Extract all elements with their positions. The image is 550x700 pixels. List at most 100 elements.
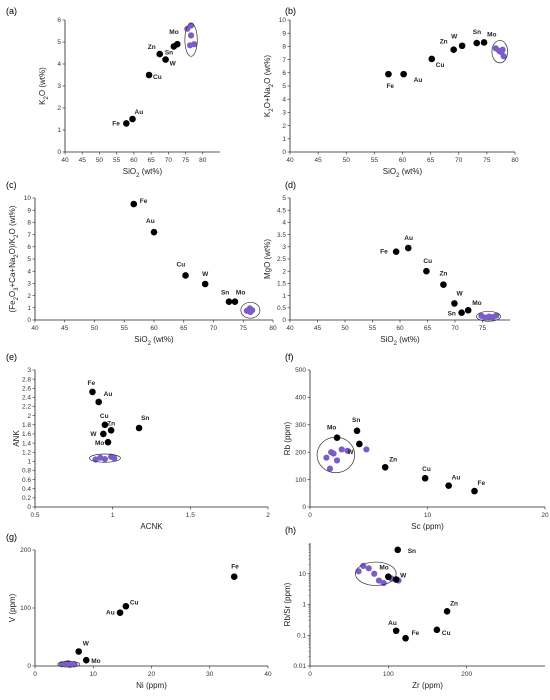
point-label-mo: Mo <box>472 300 481 307</box>
y-tick-label: 0.1 <box>297 632 306 639</box>
data-point-mo <box>480 39 488 46</box>
y-tick-label: 2 <box>27 293 31 300</box>
y-tick-label: 0 <box>27 663 31 670</box>
cluster-point <box>65 660 72 667</box>
cluster-ellipse <box>355 561 397 586</box>
x-tick-label: 100 <box>383 671 394 678</box>
point-label-mo: Mo <box>91 658 100 665</box>
x-tick-label: 60 <box>150 325 158 332</box>
cluster-ellipse <box>89 453 121 463</box>
data-point-cu <box>145 71 153 79</box>
point-label-fe: Fe <box>412 630 420 637</box>
x-tick-label: 40 <box>286 325 294 332</box>
data-point-w <box>356 440 363 448</box>
point-label-fe: Fe <box>231 564 239 571</box>
cluster-point <box>187 32 195 39</box>
y-tick-label: 9 <box>27 207 31 214</box>
x-tick-label: 50 <box>343 157 351 164</box>
x-tick-label: 60 <box>396 325 404 332</box>
x-tick-label: 2 <box>266 512 270 519</box>
cluster-point <box>355 568 362 575</box>
y-tick-label: 10 <box>299 571 307 578</box>
y-tick-label: 1.5 <box>277 281 286 288</box>
point-label-mo: Mo <box>236 290 245 297</box>
point-label-sn: Sn <box>165 49 173 56</box>
y-tick-label: 10 <box>24 195 32 202</box>
y-tick-label: 100 <box>20 605 31 612</box>
data-point-sn <box>353 427 361 435</box>
point-label-mo: Mo <box>379 565 388 572</box>
data-point-sn <box>394 546 402 554</box>
y-tick-label: 0.6 <box>22 477 31 484</box>
point-label-au: Au <box>414 77 423 84</box>
point-label-cu: Cu <box>436 62 445 69</box>
x-tick-label: 45 <box>315 157 323 164</box>
y-tick-label: 0.2 <box>22 495 31 502</box>
data-point-au <box>445 482 452 489</box>
data-point-fe <box>123 120 130 127</box>
data-point-sn <box>458 309 465 316</box>
y-tick-label: 6 <box>57 17 61 24</box>
point-label-au: Au <box>135 109 144 116</box>
point-label-cu: Cu <box>442 630 451 637</box>
point-label-w: W <box>90 431 97 438</box>
x-tick-label: 65 <box>180 325 188 332</box>
cluster-point <box>375 577 383 584</box>
y-tick-label: 3 <box>27 367 31 374</box>
y-tick-label: 0.01 <box>293 663 306 670</box>
x-tick-label: 10 <box>424 512 432 519</box>
panel-label: (c) <box>6 180 17 190</box>
panel-label: (a) <box>6 6 17 16</box>
data-point-fe <box>385 70 392 78</box>
point-label-w: W <box>456 290 463 297</box>
point-label-fe: Fe <box>386 83 394 90</box>
y-tick-label: 1 <box>302 602 306 609</box>
data-point-w <box>458 42 466 50</box>
y-tick-label: 2 <box>282 268 286 275</box>
y-tick-label: 7 <box>282 57 286 64</box>
x-tick-label: 70 <box>210 325 218 332</box>
point-label-w: W <box>400 573 407 580</box>
y-tick-label: 5 <box>27 256 31 263</box>
y-tick-label: 0 <box>282 317 286 324</box>
data-point-mo <box>385 573 392 581</box>
x-axis-title: ACNK <box>140 522 163 531</box>
cluster-point <box>323 454 330 461</box>
y-tick-label: 1.8 <box>22 422 31 429</box>
data-point-w <box>100 430 107 438</box>
point-label-sn: Sn <box>448 311 456 318</box>
data-point-au <box>404 244 412 252</box>
data-point-w <box>162 56 169 63</box>
y-tick-label: 9 <box>282 30 286 37</box>
point-label-w: W <box>202 271 209 278</box>
y-axis-title: Rb (ppm) <box>283 421 292 455</box>
data-point-zn <box>443 608 451 615</box>
x-tick-label: 75 <box>483 157 491 164</box>
x-tick-label: 45 <box>79 157 87 164</box>
y-tick-label: 0.8 <box>22 468 31 475</box>
y-tick-label: 0 <box>27 504 31 511</box>
y-tick-label: 1 <box>57 127 61 134</box>
x-tick-label: 50 <box>96 157 104 164</box>
data-point-zn <box>450 46 457 53</box>
data-point-zn <box>107 426 115 434</box>
panel-label: (h) <box>285 525 296 535</box>
x-axis-title: SiO2 (wt%) <box>134 335 174 347</box>
y-tick-label: 1 <box>282 293 286 300</box>
x-tick-label: 50 <box>91 325 99 332</box>
y-tick-label: 1 <box>27 459 31 466</box>
cluster-point <box>71 661 78 668</box>
point-label-w: W <box>347 449 354 456</box>
x-tick-label: 65 <box>427 157 435 164</box>
data-point-au <box>150 228 158 236</box>
y-tick-label: 500 <box>295 367 306 374</box>
point-label-fe: Fe <box>87 380 95 387</box>
cluster-point <box>500 53 507 60</box>
point-label-fe: Fe <box>112 120 120 127</box>
panel-h: (h) 0 100 200 0.01 0.1 1 10 Zr (ppm) Rb/Sr (ppm) S… <box>283 525 545 690</box>
x-axis-title: SiO2 (wt%) <box>380 335 420 347</box>
x-tick-label: 1 <box>111 512 115 519</box>
panel-label: (b) <box>285 6 296 16</box>
